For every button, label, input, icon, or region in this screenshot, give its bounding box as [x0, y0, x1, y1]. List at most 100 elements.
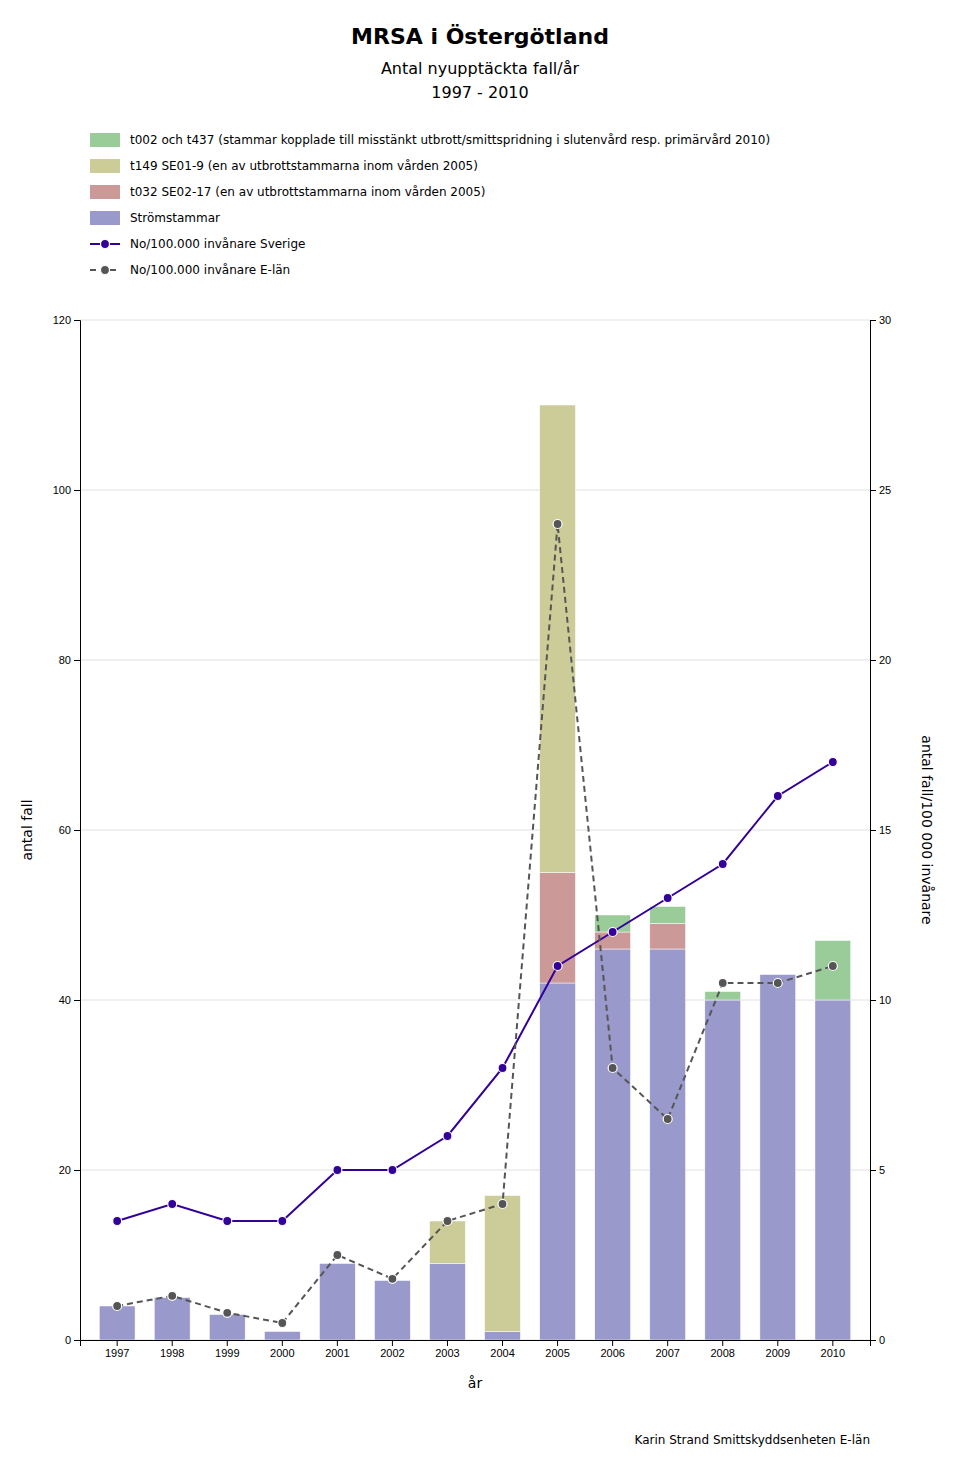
- bar: [760, 974, 796, 975]
- x-tick: 2002: [380, 1340, 404, 1359]
- marker: [113, 1302, 122, 1311]
- y2-axis: 051015202530: [870, 314, 891, 1346]
- legend-label: t032 SE02-17 (en av utbrottstammarna ino…: [130, 185, 486, 199]
- legend-label: t149 SE01-9 (en av utbrottstammarna inom…: [130, 159, 478, 173]
- y2-tick: 0: [870, 1334, 885, 1346]
- x-tick-mark: [172, 1340, 173, 1346]
- plot-area: [99, 405, 850, 1340]
- y2-tick: 5: [870, 1164, 885, 1176]
- y-tick-label: 80: [59, 654, 71, 666]
- x-tick: 1997: [105, 1340, 129, 1359]
- x-tick: 1998: [160, 1340, 184, 1359]
- x-axis: 1997199819992000200120022003200420052006…: [81, 1340, 871, 1359]
- bar: [705, 992, 741, 1001]
- bar: [540, 873, 576, 984]
- x-tick-label: 1999: [215, 1347, 239, 1359]
- y2-tick-mark: [870, 1340, 876, 1341]
- y2-tick-label: 25: [879, 484, 891, 496]
- legend-swatch: [90, 159, 120, 173]
- y-tick-label: 100: [53, 484, 71, 496]
- bar: [760, 974, 796, 975]
- bar: [485, 1196, 521, 1332]
- marker: [608, 1064, 617, 1073]
- annotation: 1997 - 2010: [431, 83, 528, 102]
- x-tick-mark: [777, 1340, 778, 1346]
- grid-line: [80, 1000, 870, 1001]
- y2-tick-label: 30: [879, 314, 891, 326]
- x-tick: 2006: [600, 1340, 624, 1359]
- legend-item: t149 SE01-9 (en av utbrottstammarna inom…: [90, 159, 478, 173]
- bar: [319, 1263, 355, 1264]
- bar: [815, 1000, 851, 1340]
- marker: [443, 1132, 452, 1141]
- bar: [540, 983, 576, 1340]
- marker: [278, 1319, 287, 1328]
- x-tick: 2003: [435, 1340, 459, 1359]
- bar-series: [595, 907, 851, 1001]
- y-tick: 120: [53, 314, 80, 326]
- marker: [388, 1166, 397, 1175]
- y2-tick-mark: [870, 830, 876, 831]
- x-tick-label: 1998: [160, 1347, 184, 1359]
- marker: [828, 758, 837, 767]
- x-axis-line: [81, 1341, 871, 1347]
- bar: [760, 974, 796, 975]
- y-tick-mark: [74, 1340, 80, 1341]
- legend-label: No/100.000 invånare Sverige: [130, 237, 305, 251]
- x-tick-mark: [832, 1340, 833, 1346]
- y-tick: 60: [59, 824, 80, 836]
- x-tick: 2010: [821, 1340, 845, 1359]
- line: [117, 762, 833, 1221]
- marker: [223, 1308, 232, 1317]
- legend-swatch: [90, 185, 120, 199]
- y-tick-mark: [74, 830, 80, 831]
- bar: [650, 924, 686, 950]
- y2-tick: 25: [870, 484, 891, 496]
- grid-line: [80, 320, 870, 321]
- grid-line: [80, 660, 870, 661]
- y2-tick-mark: [870, 320, 876, 321]
- x-tick-label: 2000: [270, 1347, 294, 1359]
- x-tick-label: 2006: [600, 1347, 624, 1359]
- y2-tick-mark: [870, 1170, 876, 1171]
- marker: [498, 1064, 507, 1073]
- x-tick-label: 2010: [821, 1347, 845, 1359]
- y-tick-mark: [74, 660, 80, 661]
- chart-subtitle: Antal nyupptäckta fall/år: [381, 59, 580, 78]
- marker: [498, 1200, 507, 1209]
- marker: [608, 928, 617, 937]
- x-tick-label: 2008: [710, 1347, 734, 1359]
- bar-series: [99, 949, 850, 1340]
- marker: [223, 1217, 232, 1226]
- x-tick-label: 2007: [655, 1347, 679, 1359]
- y2-tick-label: 10: [879, 994, 891, 1006]
- legend-item: t032 SE02-17 (en av utbrottstammarna ino…: [90, 185, 486, 199]
- marker: [663, 894, 672, 903]
- x-tick-mark: [502, 1340, 503, 1346]
- x-tick-mark: [557, 1340, 558, 1346]
- y2-axis-line: [871, 321, 877, 1341]
- legend-label: Strömstammar: [130, 211, 220, 225]
- y-tick: 100: [53, 484, 80, 496]
- y-tick: 80: [59, 654, 80, 666]
- x-tick: 2009: [766, 1340, 790, 1359]
- legend-label: t002 och t437 (stammar kopplade till mis…: [130, 133, 770, 147]
- y2-tick: 15: [870, 824, 891, 836]
- chart-title: MRSA i Östergötland: [351, 24, 609, 49]
- y-tick-label: 20: [59, 1164, 71, 1176]
- y2-tick-mark: [870, 660, 876, 661]
- marker: [663, 1115, 672, 1124]
- bar: [154, 1298, 190, 1341]
- x-tick-label: 2002: [380, 1347, 404, 1359]
- x-tick-label: 2001: [325, 1347, 349, 1359]
- legend: t002 och t437 (stammar kopplade till mis…: [90, 133, 770, 277]
- marker: [773, 979, 782, 988]
- chart: MRSA i Östergötland Antal nyupptäckta fal…: [0, 0, 960, 1474]
- legend-marker: [101, 266, 110, 275]
- y-tick: 0: [65, 1334, 80, 1346]
- bar: [595, 949, 631, 1340]
- bar: [264, 1331, 300, 1332]
- legend-item: No/100.000 invånare Sverige: [90, 237, 305, 251]
- x-tick-mark: [667, 1340, 668, 1346]
- y2-tick-label: 5: [879, 1164, 885, 1176]
